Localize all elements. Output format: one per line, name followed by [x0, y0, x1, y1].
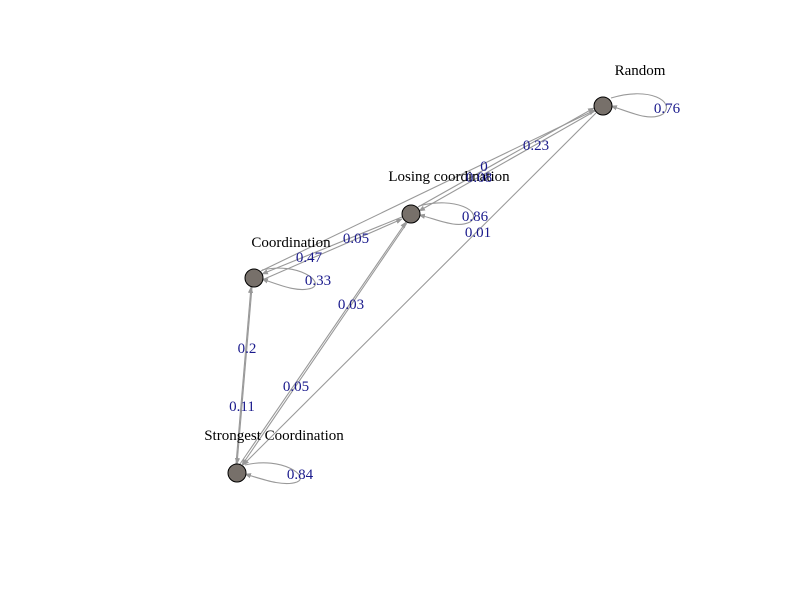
edges: [234, 93, 667, 485]
edge-strongest-to-coordination: [235, 286, 254, 465]
edge-label-coordination-self: 0.33: [305, 273, 331, 289]
edge-label-losing-to-coordination: 0.05: [343, 231, 369, 247]
node-labels: Random Losing coordination Coordination …: [204, 63, 666, 444]
edge-label-random-to-losing: 0.23: [523, 138, 549, 154]
edge-random-to-strongest: [242, 112, 597, 466]
edge-label-losing-to-strongest: 0.05: [283, 379, 309, 395]
edge-label-coordination-to-losing: 0.47: [296, 250, 323, 266]
node-label-losing-coordination: Losing coordination: [388, 169, 510, 185]
edge-label-losing-self: 0.86: [462, 209, 489, 225]
edge-losing-to-strongest: [241, 222, 408, 466]
edge-losing-to-coordination: [261, 216, 403, 275]
edge-random-to-losing: [418, 110, 596, 212]
edge-labels: 0.76 0.23 0 0.86 0.08 0.05 0.01 0.33 0.4…: [229, 101, 680, 483]
edge-label-strongest-to-losing: 0.03: [338, 297, 364, 313]
edge-strongest-to-losing: [239, 221, 407, 465]
nodes: [227, 96, 613, 483]
node-coordination: [244, 268, 264, 288]
node-label-random: Random: [615, 63, 666, 79]
node-losing-coordination: [401, 204, 421, 224]
edge-label-strongest-to-coordination: 0.2: [238, 341, 257, 357]
node-label-strongest-coordination: Strongest Coordination: [204, 428, 344, 444]
edge-label-strongest-self: 0.84: [287, 467, 314, 483]
edge-coordination-to-strongest: [234, 286, 253, 465]
node-strongest-coordination: [227, 463, 247, 483]
edge-label-random-to-strongest: 0.01: [465, 225, 491, 241]
edge-label-coordination-to-strongest: 0.11: [229, 399, 255, 415]
edge-coordination-to-random: [260, 109, 596, 272]
edge-strongest-self: [244, 462, 301, 485]
edge-random-self: [610, 93, 667, 118]
node-label-coordination: Coordination: [251, 235, 331, 251]
edge-coordination-to-losing: [261, 218, 403, 281]
edge-label-losing-to-random: 0: [480, 159, 488, 175]
edge-label-coordination-to-random: 0.08: [466, 170, 492, 186]
edge-losing-self: [418, 202, 475, 225]
edge-label-random-self: 0.76: [654, 101, 681, 117]
node-random: [593, 96, 613, 116]
